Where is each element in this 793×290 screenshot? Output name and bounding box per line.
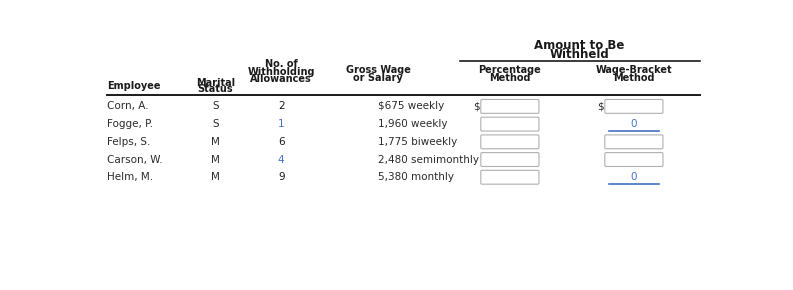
Text: 4: 4 xyxy=(278,155,285,164)
FancyBboxPatch shape xyxy=(481,170,539,184)
Text: Allowances: Allowances xyxy=(251,75,312,84)
Text: Status: Status xyxy=(197,84,233,95)
FancyBboxPatch shape xyxy=(605,135,663,149)
Text: or Salary: or Salary xyxy=(353,73,403,83)
Text: S: S xyxy=(212,119,219,129)
FancyBboxPatch shape xyxy=(605,153,663,166)
Text: 0: 0 xyxy=(630,119,637,129)
FancyBboxPatch shape xyxy=(481,135,539,149)
Text: Withheld: Withheld xyxy=(550,48,610,61)
Text: Carson, W.: Carson, W. xyxy=(107,155,163,164)
Text: Fogge, P.: Fogge, P. xyxy=(107,119,153,129)
Text: Amount to Be: Amount to Be xyxy=(534,39,625,52)
Text: $: $ xyxy=(473,102,480,111)
Text: Helm, M.: Helm, M. xyxy=(107,172,153,182)
Text: 1: 1 xyxy=(278,119,285,129)
Text: Gross Wage: Gross Wage xyxy=(346,65,411,75)
Text: Felps, S.: Felps, S. xyxy=(107,137,150,147)
Text: 1,775 biweekly: 1,775 biweekly xyxy=(378,137,458,147)
Text: 0: 0 xyxy=(630,172,637,182)
Text: 2: 2 xyxy=(278,102,285,111)
Text: 1,960 weekly: 1,960 weekly xyxy=(378,119,447,129)
Text: Method: Method xyxy=(489,73,531,83)
Text: Wage-Bracket: Wage-Bracket xyxy=(596,65,672,75)
Text: Employee: Employee xyxy=(107,81,160,91)
FancyBboxPatch shape xyxy=(605,99,663,113)
Text: Percentage: Percentage xyxy=(478,65,542,75)
Text: 5,380 monthly: 5,380 monthly xyxy=(378,172,454,182)
Text: 9: 9 xyxy=(278,172,285,182)
Text: No. of: No. of xyxy=(265,59,297,69)
Text: M: M xyxy=(211,172,220,182)
FancyBboxPatch shape xyxy=(481,153,539,166)
Text: $675 weekly: $675 weekly xyxy=(378,102,444,111)
Text: S: S xyxy=(212,102,219,111)
Text: Withholding: Withholding xyxy=(247,67,315,77)
Text: 2,480 semimonthly: 2,480 semimonthly xyxy=(378,155,479,164)
Text: Marital: Marital xyxy=(196,77,235,88)
Text: $: $ xyxy=(597,102,603,111)
FancyBboxPatch shape xyxy=(481,99,539,113)
Text: Corn, A.: Corn, A. xyxy=(107,102,148,111)
Text: M: M xyxy=(211,137,220,147)
Text: 6: 6 xyxy=(278,137,285,147)
FancyBboxPatch shape xyxy=(481,117,539,131)
Text: Method: Method xyxy=(613,73,655,83)
Text: M: M xyxy=(211,155,220,164)
